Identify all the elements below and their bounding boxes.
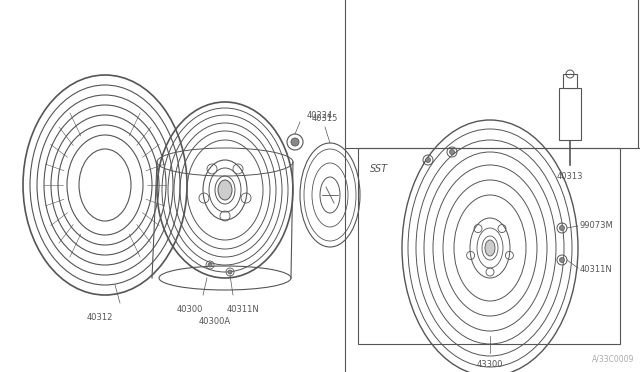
Text: 40224: 40224 <box>307 111 333 120</box>
Circle shape <box>291 138 299 146</box>
Text: 40315: 40315 <box>312 114 338 123</box>
Text: SST: SST <box>370 164 388 174</box>
Text: 40311N: 40311N <box>580 266 612 275</box>
Text: A/33C0009: A/33C0009 <box>591 355 634 364</box>
Bar <box>559 88 581 140</box>
Ellipse shape <box>485 240 495 256</box>
Bar <box>563 74 577 88</box>
Text: 40312: 40312 <box>87 313 113 322</box>
Bar <box>358 148 620 344</box>
Circle shape <box>208 263 212 267</box>
Circle shape <box>426 157 431 163</box>
Text: 43300: 43300 <box>477 360 503 369</box>
Text: 40313: 40313 <box>557 172 583 181</box>
Text: 40300: 40300 <box>177 305 203 314</box>
Circle shape <box>449 150 454 154</box>
Text: 40300A: 40300A <box>199 317 231 326</box>
Circle shape <box>559 257 564 263</box>
Circle shape <box>559 225 564 231</box>
Text: 40311N: 40311N <box>227 305 259 314</box>
Ellipse shape <box>218 180 232 200</box>
Circle shape <box>228 270 232 274</box>
Text: 99073M: 99073M <box>580 221 614 231</box>
